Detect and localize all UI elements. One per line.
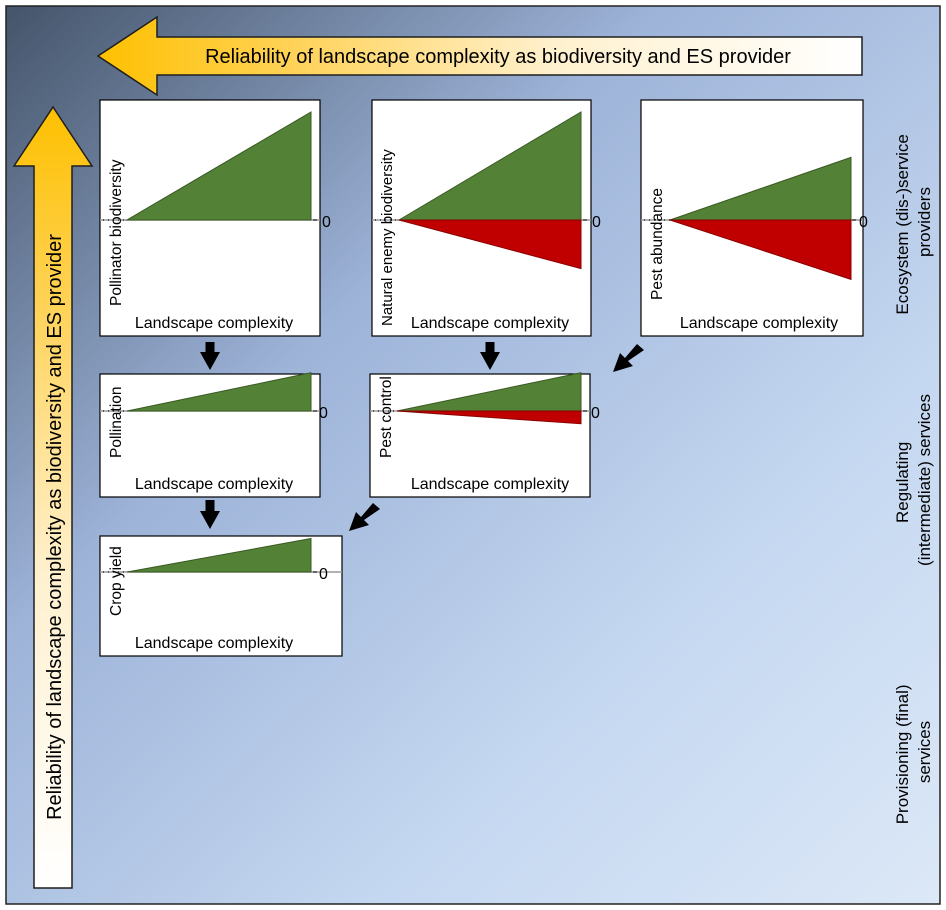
row-label-1-line-1: Ecosystem (dis-)service [893,134,912,314]
pest-control-zero-label: 0 [591,405,600,422]
pollinator-biodiversity-positive-wedge [125,111,312,221]
row-label-regulating-services: Regulating (intermediate) services [893,394,934,566]
pollination-positive-wedge [126,372,312,412]
pollination-zero-label: 0 [319,405,328,422]
row-label-2-line-1: Regulating [893,442,912,523]
top-arrow-label: Reliability of landscape complexity as b… [205,46,791,68]
left-arrow-label: Reliability of landscape complexity as b… [44,234,66,820]
flow-arrows [200,342,644,531]
pest-abundance-ylabel: Pest abundance [649,188,666,300]
crop-yield-xlabel: Landscape complexity [135,635,293,652]
panel-pest-abundance: 0 Pest abundance Landscape complexity [640,99,868,337]
row-label-ecosystem-service-providers: Ecosystem (dis-)service providers [893,129,934,314]
pollination-xlabel: Landscape complexity [135,476,293,493]
panel-natural-enemy-biodiversity: 0 Natural enemy biodiversity Landscape c… [371,99,601,337]
crop-yield-positive-wedge [126,537,312,573]
row-label-1-line-2: providers [915,187,934,257]
natural-enemy-biodiversity-negative-wedge [398,219,582,270]
svg-text:Ecosystem (dis-)service: Ecosystem (dis-)service providers [893,129,934,314]
row-label-3-line-1: Provisioning (final) [893,684,912,824]
arrow-pest-control-to-crop-yield [349,503,380,531]
row-label-2-line-2: (intermediate) services [915,394,934,566]
row-label-provisioning-services: Provisioning (final) services [893,680,934,825]
top-reliability-arrow: Reliability of landscape complexity as b… [96,15,863,97]
arrow-pollinator-to-pollination [200,342,220,370]
panel-crop-yield: 0 Crop yield Landscape complexity [99,535,343,657]
natural-enemy-biodiversity-xlabel: Landscape complexity [411,315,569,332]
pest-abundance-xlabel: Landscape complexity [680,315,838,332]
crop-yield-ylabel: Crop yield [108,546,125,616]
row-label-3-line-2: services [915,721,934,783]
arrow-natural-enemy-to-pest-control [480,342,500,370]
arrow-pollination-to-crop-yield [200,500,220,529]
pollinator-biodiversity-ylabel: Pollinator biodiversity [108,159,125,306]
pollinator-biodiversity-xlabel: Landscape complexity [135,315,293,332]
pest-control-ylabel: Pest control [378,376,395,458]
pest-abundance-zero-label: 0 [859,214,868,231]
panel-pollinator-biodiversity: 0 Pollinator biodiversity Landscape comp… [99,99,331,337]
panel-pollination: 0 Pollination Landscape complexity [99,372,328,498]
svg-text:Regulating (intermediate: Regulating (intermediate) services [893,394,934,566]
natural-enemy-biodiversity-zero-label: 0 [592,214,601,231]
natural-enemy-biodiversity-ylabel: Natural enemy biodiversity [379,149,396,326]
pollination-ylabel: Pollination [108,386,125,458]
panel-pest-control: 0 Pest control Landscape complexity [369,372,600,498]
svg-text:Provisioning (final) ser: Provisioning (final) services [893,680,934,825]
pest-abundance-negative-wedge [669,219,852,281]
pest-control-negative-wedge [396,410,582,425]
arrow-pest-abundance-to-pest-control [613,344,644,372]
pollinator-biodiversity-zero-label: 0 [322,214,331,231]
left-reliability-arrow: Reliability of landscape complexity as b… [12,105,94,889]
crop-yield-zero-label: 0 [319,566,328,583]
pest-control-xlabel: Landscape complexity [411,476,569,493]
